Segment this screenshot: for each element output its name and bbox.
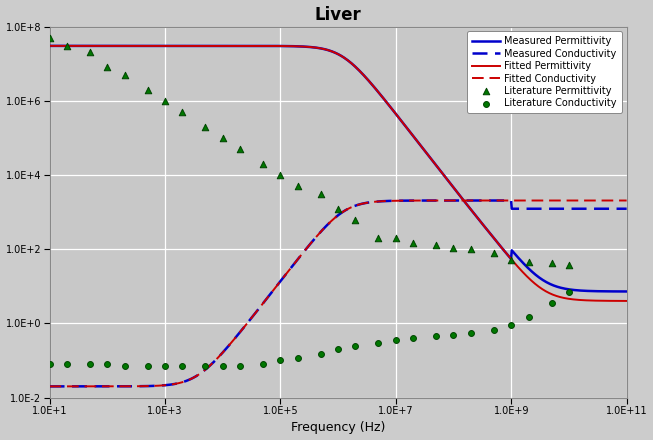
Measured Permittivity <box>413 139 421 144</box>
Measured Conductivity <box>81 384 89 389</box>
Literature Permittivity <box>431 242 441 249</box>
Literature Permittivity <box>564 261 574 268</box>
Literature Permittivity <box>200 123 210 130</box>
Measured Permittivity <box>623 289 631 294</box>
Fitted Permittivity <box>46 43 54 48</box>
Literature Permittivity <box>315 191 326 198</box>
Measured Permittivity <box>483 227 491 233</box>
Fitted Permittivity <box>543 289 550 294</box>
Literature Permittivity <box>258 160 268 167</box>
Literature Permittivity <box>390 235 401 242</box>
Literature Conductivity <box>44 360 55 367</box>
Measured Conductivity <box>413 198 421 203</box>
Literature Permittivity <box>523 258 534 265</box>
Literature Conductivity <box>333 346 343 353</box>
Fitted Permittivity <box>381 97 389 103</box>
Literature Permittivity <box>350 217 360 224</box>
Literature Permittivity <box>373 235 383 242</box>
Literature Conductivity <box>431 333 441 340</box>
Literature Conductivity <box>275 357 285 364</box>
Fitted Conductivity <box>381 198 389 204</box>
Legend: Measured Permittivity, Measured Conductivity, Fitted Permittivity, Fitted Conduc: Measured Permittivity, Measured Conducti… <box>468 31 622 113</box>
Fitted Permittivity <box>81 43 89 48</box>
Literature Conductivity <box>160 363 170 370</box>
Literature Permittivity <box>275 172 285 179</box>
Literature Conductivity <box>235 363 246 370</box>
Fitted Permittivity <box>483 227 491 233</box>
Literature Conductivity <box>466 330 476 337</box>
Literature Conductivity <box>448 331 458 338</box>
Literature Conductivity <box>293 354 303 361</box>
Literature Permittivity <box>235 146 246 153</box>
Literature Permittivity <box>466 246 476 253</box>
Line: Fitted Conductivity: Fitted Conductivity <box>50 201 627 386</box>
Measured Permittivity <box>46 43 54 48</box>
Literature Permittivity <box>160 97 170 104</box>
Fitted Permittivity <box>623 298 631 304</box>
Literature Permittivity <box>85 49 95 56</box>
Literature Conductivity <box>142 363 153 370</box>
Literature Conductivity <box>547 300 557 307</box>
Literature Conductivity <box>390 337 401 344</box>
Measured Conductivity <box>507 198 515 203</box>
Literature Conductivity <box>119 363 130 370</box>
Line: Fitted Permittivity: Fitted Permittivity <box>50 46 627 301</box>
Literature Permittivity <box>217 134 228 141</box>
Fitted Conductivity <box>623 198 631 203</box>
Line: Measured Conductivity: Measured Conductivity <box>50 201 627 386</box>
Literature Conductivity <box>200 363 210 370</box>
Literature Conductivity <box>315 350 326 357</box>
Literature Conductivity <box>85 360 95 367</box>
Measured Conductivity <box>46 384 54 389</box>
Measured Conductivity <box>396 198 404 203</box>
Literature Conductivity <box>523 313 534 320</box>
Fitted Permittivity <box>396 116 404 121</box>
Measured Conductivity <box>543 206 551 211</box>
Measured Permittivity <box>396 116 404 121</box>
Literature Permittivity <box>408 239 419 246</box>
Literature Conductivity <box>488 327 499 334</box>
Literature Permittivity <box>119 71 130 78</box>
Literature Conductivity <box>564 289 574 296</box>
Fitted Conductivity <box>396 198 404 203</box>
Literature Permittivity <box>506 257 517 264</box>
Literature Conductivity <box>258 360 268 367</box>
Literature Conductivity <box>506 322 517 329</box>
Title: Liver: Liver <box>315 6 362 24</box>
Literature Permittivity <box>142 86 153 93</box>
Fitted Conductivity <box>413 198 421 203</box>
Literature Permittivity <box>293 183 303 190</box>
Measured Conductivity <box>381 198 389 204</box>
Literature Conductivity <box>373 339 383 346</box>
Literature Permittivity <box>488 249 499 256</box>
Literature Permittivity <box>44 34 55 41</box>
Measured Conductivity <box>623 206 631 211</box>
Literature Permittivity <box>102 64 112 71</box>
Measured Conductivity <box>483 198 491 203</box>
Fitted Conductivity <box>543 198 550 203</box>
Measured Permittivity <box>81 43 89 48</box>
Fitted Permittivity <box>413 139 421 144</box>
Fitted Conductivity <box>483 198 491 203</box>
Literature Permittivity <box>333 205 343 213</box>
Literature Permittivity <box>177 108 187 115</box>
X-axis label: Frequency (Hz): Frequency (Hz) <box>291 422 385 434</box>
Line: Measured Permittivity: Measured Permittivity <box>50 46 627 291</box>
Literature Permittivity <box>547 260 557 267</box>
Measured Permittivity <box>543 279 550 285</box>
Literature Permittivity <box>61 42 72 49</box>
Fitted Conductivity <box>46 384 54 389</box>
Measured Permittivity <box>381 97 389 103</box>
Literature Conductivity <box>61 360 72 367</box>
Literature Conductivity <box>217 363 228 370</box>
Literature Permittivity <box>448 244 458 251</box>
Literature Conductivity <box>350 342 360 349</box>
Fitted Conductivity <box>81 384 89 389</box>
Literature Conductivity <box>177 363 187 370</box>
Literature Conductivity <box>408 334 419 341</box>
Literature Conductivity <box>102 360 112 367</box>
